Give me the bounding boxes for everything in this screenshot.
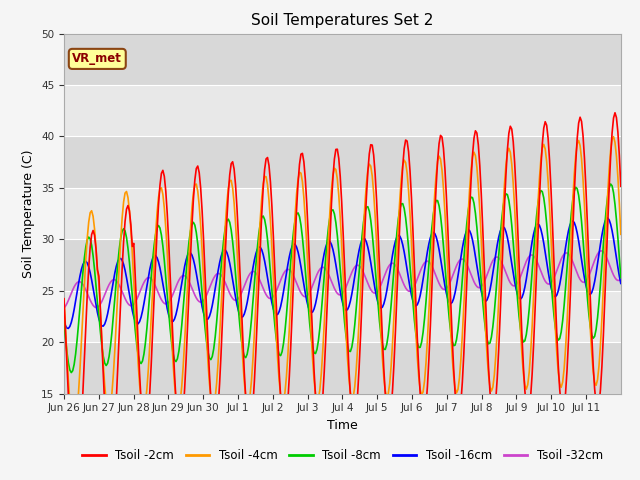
X-axis label: Time: Time [327, 419, 358, 432]
Bar [64, 34, 621, 85]
Bar [64, 188, 621, 240]
Text: VR_met: VR_met [72, 52, 122, 65]
Bar [64, 291, 621, 342]
Bar [64, 136, 621, 188]
Y-axis label: Soil Temperature (C): Soil Temperature (C) [22, 149, 35, 278]
Title: Soil Temperatures Set 2: Soil Temperatures Set 2 [252, 13, 433, 28]
Bar [64, 85, 621, 136]
Bar [64, 240, 621, 291]
Bar [64, 342, 621, 394]
Legend: Tsoil -2cm, Tsoil -4cm, Tsoil -8cm, Tsoil -16cm, Tsoil -32cm: Tsoil -2cm, Tsoil -4cm, Tsoil -8cm, Tsoi… [77, 444, 607, 467]
